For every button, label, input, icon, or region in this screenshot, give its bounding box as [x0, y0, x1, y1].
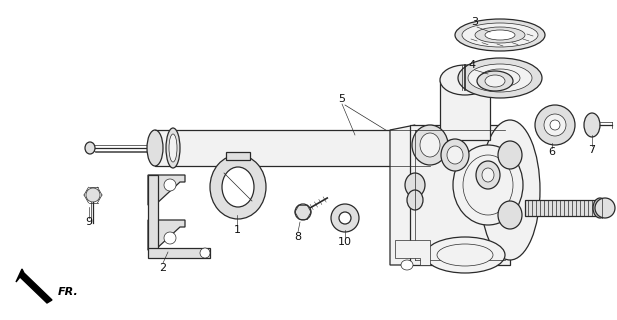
- Polygon shape: [395, 240, 430, 265]
- Ellipse shape: [331, 204, 359, 232]
- Ellipse shape: [550, 120, 560, 130]
- Ellipse shape: [485, 75, 505, 87]
- Ellipse shape: [169, 134, 177, 162]
- Polygon shape: [440, 80, 490, 140]
- Text: 1: 1: [233, 225, 241, 235]
- Ellipse shape: [498, 201, 522, 229]
- Bar: [226, 152, 250, 160]
- Ellipse shape: [339, 212, 351, 224]
- Ellipse shape: [166, 128, 180, 168]
- Ellipse shape: [477, 71, 513, 91]
- Ellipse shape: [86, 188, 100, 202]
- Ellipse shape: [476, 161, 500, 189]
- Ellipse shape: [463, 155, 513, 215]
- Ellipse shape: [498, 141, 522, 169]
- Ellipse shape: [85, 142, 95, 154]
- Polygon shape: [148, 248, 210, 258]
- Ellipse shape: [482, 168, 494, 182]
- Ellipse shape: [453, 145, 523, 225]
- Bar: [525, 200, 600, 216]
- Ellipse shape: [480, 120, 540, 260]
- Polygon shape: [148, 175, 185, 205]
- Ellipse shape: [595, 198, 615, 218]
- Ellipse shape: [222, 167, 254, 207]
- Ellipse shape: [447, 146, 463, 164]
- Ellipse shape: [425, 237, 505, 273]
- Ellipse shape: [593, 198, 607, 218]
- Ellipse shape: [210, 155, 266, 219]
- Ellipse shape: [544, 114, 566, 136]
- Text: 6: 6: [549, 147, 555, 157]
- Polygon shape: [16, 269, 52, 303]
- Polygon shape: [148, 175, 158, 250]
- Ellipse shape: [480, 69, 520, 87]
- Ellipse shape: [295, 204, 311, 220]
- Ellipse shape: [401, 260, 413, 270]
- Text: 7: 7: [589, 145, 595, 155]
- Polygon shape: [410, 125, 510, 265]
- Ellipse shape: [485, 30, 515, 40]
- Polygon shape: [390, 125, 415, 265]
- Ellipse shape: [535, 105, 575, 145]
- Ellipse shape: [455, 19, 545, 51]
- Text: 4: 4: [468, 60, 476, 70]
- Bar: [155, 130, 430, 166]
- Ellipse shape: [147, 130, 163, 166]
- Ellipse shape: [475, 27, 525, 43]
- Ellipse shape: [164, 179, 176, 191]
- Text: 5: 5: [339, 94, 346, 104]
- Ellipse shape: [412, 125, 448, 165]
- Ellipse shape: [437, 244, 493, 266]
- Ellipse shape: [441, 139, 469, 171]
- Text: 9: 9: [85, 217, 93, 227]
- Ellipse shape: [584, 113, 600, 137]
- Ellipse shape: [458, 58, 542, 98]
- Ellipse shape: [164, 232, 176, 244]
- Ellipse shape: [200, 248, 210, 258]
- Text: FR.: FR.: [58, 287, 79, 297]
- Text: 10: 10: [338, 237, 352, 247]
- Ellipse shape: [420, 133, 440, 157]
- Ellipse shape: [405, 173, 425, 197]
- Polygon shape: [148, 220, 185, 250]
- Ellipse shape: [440, 65, 490, 95]
- Ellipse shape: [407, 190, 423, 210]
- Ellipse shape: [468, 64, 532, 92]
- Text: 3: 3: [471, 17, 479, 27]
- Ellipse shape: [462, 23, 538, 47]
- Text: 2: 2: [159, 263, 167, 273]
- Text: 8: 8: [294, 232, 302, 242]
